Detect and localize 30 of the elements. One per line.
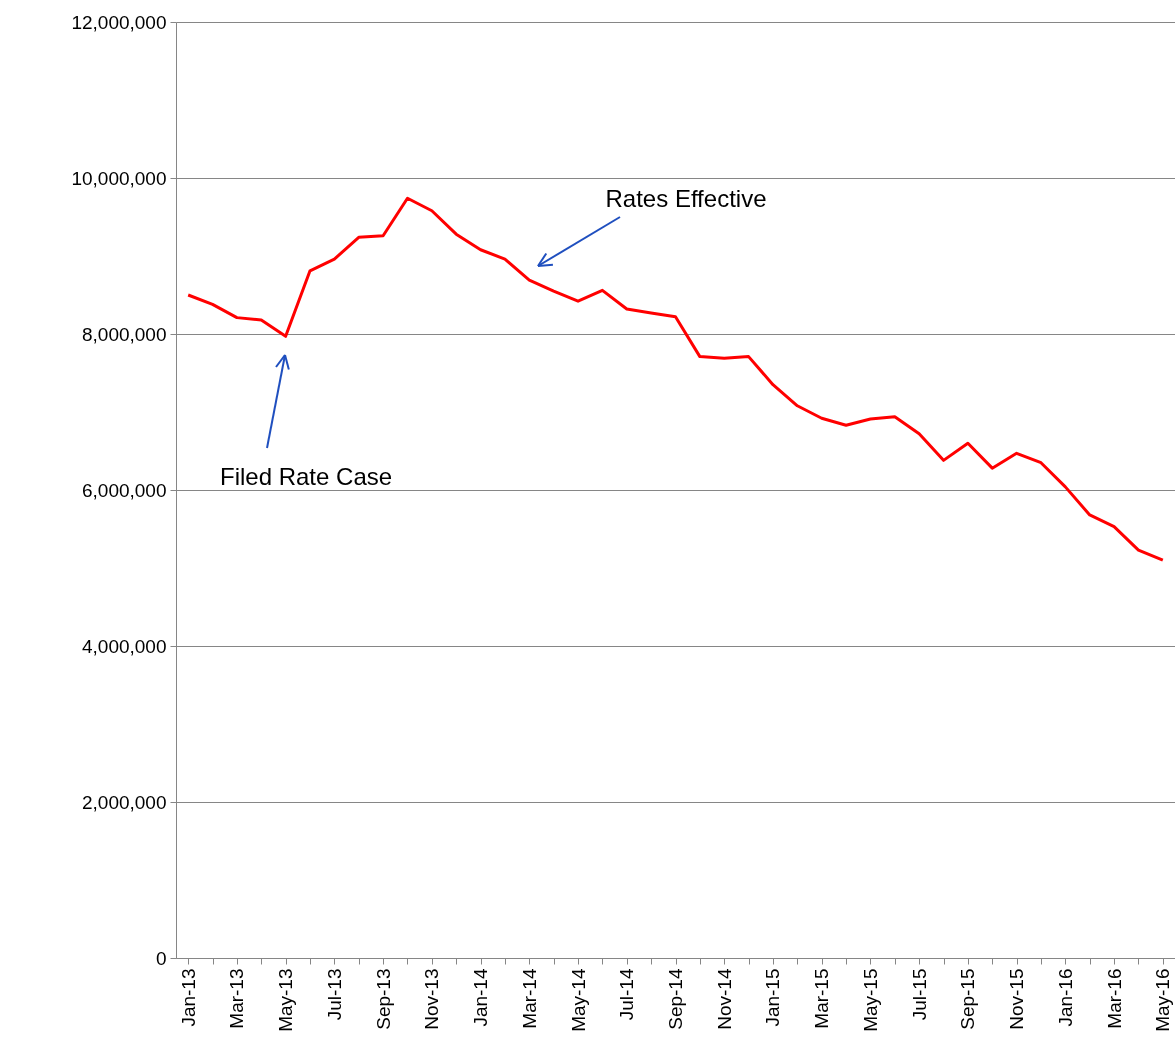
x-tick-label: May-16 xyxy=(1152,968,1174,1032)
x-tick-label: May-14 xyxy=(567,968,589,1032)
x-tick-label: Mar-13 xyxy=(226,968,248,1029)
x-tick-label: Mar-15 xyxy=(811,968,833,1029)
x-tick-label: Sep-13 xyxy=(372,968,394,1030)
x-tick-label: Nov-15 xyxy=(1006,968,1028,1030)
y-tick-label: 10,000,000 xyxy=(71,167,167,189)
y-tick-label: 4,000,000 xyxy=(81,635,167,657)
annotation: Filed Rate Case xyxy=(220,463,393,490)
x-tick-label: Jul-14 xyxy=(616,968,638,1021)
y-tick-label: 6,000,000 xyxy=(81,479,167,501)
x-tick-label: May-13 xyxy=(275,968,297,1032)
y-tick-label: 0 xyxy=(155,947,167,969)
x-tick-label: Jan-15 xyxy=(762,968,784,1027)
x-tick-label: Nov-13 xyxy=(421,968,443,1030)
x-tick-label: Sep-15 xyxy=(957,968,979,1030)
x-tick-label: Mar-16 xyxy=(1103,968,1125,1029)
x-tick-label: Nov-14 xyxy=(713,968,735,1030)
x-tick-label: Mar-14 xyxy=(518,968,540,1029)
x-tick-label: Jul-13 xyxy=(323,968,345,1021)
x-tick-label: Sep-14 xyxy=(665,968,686,1030)
annotation: Rates Effective xyxy=(605,185,767,212)
x-tick-label: Jul-15 xyxy=(908,968,930,1021)
x-tick-label: Jan-13 xyxy=(177,968,199,1027)
x-tick-label: May-15 xyxy=(859,968,881,1032)
x-tick-label: Jan-16 xyxy=(1054,968,1076,1027)
y-tick-label: 8,000,000 xyxy=(81,323,167,345)
y-tick-label: 2,000,000 xyxy=(81,791,167,813)
x-tick-label: Jan-14 xyxy=(470,968,492,1027)
y-tick-label: 12,000,000 xyxy=(71,11,167,33)
